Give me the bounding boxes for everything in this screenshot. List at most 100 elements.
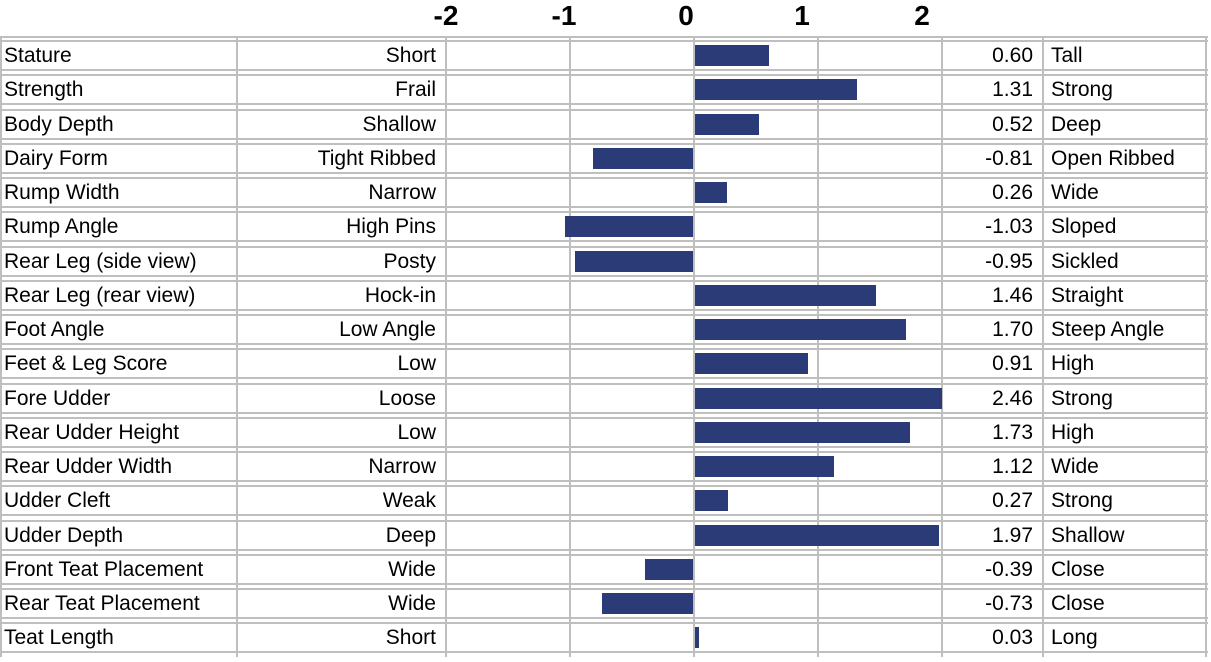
sta-value: 0.27 (992, 489, 1033, 513)
table-row: Rear Teat Placement Wide -0.73 Close (0, 588, 1208, 619)
sta-value: -1.03 (985, 215, 1033, 239)
high-descriptor-label: Long (1051, 626, 1098, 650)
low-descriptor-label: Posty (383, 249, 436, 273)
trait-name-label: Fore Udder (4, 386, 111, 410)
trait-rows: Stature Short 0.60 Tall Strength Frail 1… (0, 40, 1208, 654)
sta-bar (695, 319, 906, 340)
sta-value: 1.73 (992, 420, 1033, 444)
table-row: Fore Udder Loose 2.46 Strong (0, 382, 1208, 414)
high-descriptor-label: Open Ribbed (1051, 146, 1175, 170)
sta-bar (695, 490, 729, 512)
sta-bar (592, 147, 693, 169)
table-row: Front Teat Placement Wide -0.39 Close (0, 553, 1208, 585)
table-row: Rump Angle High Pins -1.03 Sloped (0, 211, 1208, 243)
high-descriptor-label: Wide (1051, 455, 1099, 478)
table-row: Feet & Leg Score Low 0.91 High (0, 348, 1208, 380)
sta-value: 1.12 (992, 455, 1033, 478)
sta-value: 0.26 (992, 181, 1033, 204)
sta-value: 1.97 (992, 523, 1033, 547)
high-descriptor-label: Tall (1051, 44, 1083, 67)
sta-bar (695, 45, 770, 66)
trait-name-label: Strength (4, 78, 84, 102)
table-row: Stature Short 0.60 Tall (0, 40, 1208, 71)
sta-bar (695, 627, 699, 649)
axis-gridline (817, 36, 819, 657)
sta-bar (695, 421, 910, 443)
high-descriptor-label: Strong (1051, 489, 1113, 513)
sta-value: 0.60 (992, 44, 1033, 67)
trait-name-label: Rear Leg (rear view) (4, 283, 196, 307)
high-descriptor-label: Shallow (1051, 523, 1125, 547)
axis-tick-label: 2 (914, 0, 930, 31)
table-row: Rear Leg (rear view) Hock-in 1.46 Straig… (0, 279, 1208, 311)
high-descriptor-label: High (1051, 420, 1095, 444)
sta-bar (695, 524, 940, 546)
table-row: Rear Leg (side view) Posty -0.95 Sickled (0, 245, 1208, 277)
trait-name-label: Rump Width (4, 181, 120, 204)
high-descriptor-label: Sickled (1051, 249, 1119, 273)
low-descriptor-label: Wide (388, 592, 436, 615)
sta-bar (565, 216, 693, 238)
trait-name-label: Front Teat Placement (4, 557, 204, 581)
sta-value: -0.95 (985, 249, 1033, 273)
trait-name-label: Rear Leg (side view) (4, 249, 197, 273)
table-row: Dairy Form Tight Ribbed -0.81 Open Ribbe… (0, 142, 1208, 174)
low-descriptor-label: Narrow (368, 455, 436, 478)
table-left-border (0, 36, 2, 657)
high-descriptor-label: Close (1051, 557, 1105, 581)
high-descriptor-label: Deep (1051, 112, 1102, 136)
low-descriptor-label: Hock-in (364, 283, 436, 307)
high-descriptor-label: Close (1051, 592, 1105, 615)
axis-gridline (569, 36, 571, 657)
low-descriptor-label: Loose (378, 386, 436, 410)
low-descriptor-label: Low (397, 420, 436, 444)
sta-bar (695, 113, 760, 135)
sta-bar (695, 182, 728, 203)
table-row: Udder Depth Deep 1.97 Shallow (0, 519, 1208, 551)
axis-tick-label: -1 (551, 0, 577, 31)
high-descriptor-label: Steep Angle (1051, 318, 1165, 341)
sta-value: 0.03 (992, 626, 1033, 650)
low-descriptor-label: Wide (388, 557, 436, 581)
sta-bar (695, 387, 942, 409)
low-descriptor-label: Narrow (368, 181, 436, 204)
trait-name-label: Stature (4, 44, 72, 67)
sta-value: -0.39 (985, 557, 1033, 581)
sta-bar (575, 250, 693, 272)
table-row: Strength Frail 1.31 Strong (0, 74, 1208, 106)
axis-tick-label: -2 (433, 0, 459, 31)
low-descriptor-label: High Pins (346, 215, 436, 239)
table-row: Rump Width Narrow 0.26 Wide (0, 177, 1208, 208)
high-descriptor-label: High (1051, 352, 1095, 376)
trait-name-label: Rear Udder Height (4, 420, 180, 444)
table-top-border (0, 36, 1208, 38)
column-divider (1042, 36, 1044, 657)
trait-name-label: Udder Depth (4, 523, 124, 547)
sta-value: 1.31 (992, 78, 1033, 102)
sta-bar (695, 79, 858, 101)
table-row: Rear Udder Height Low 1.73 High (0, 416, 1208, 448)
table-right-border (1205, 36, 1207, 657)
trait-name-label: Feet & Leg Score (4, 352, 168, 376)
trait-name-label: Teat Length (4, 626, 114, 650)
high-descriptor-label: Strong (1051, 386, 1113, 410)
low-descriptor-label: Frail (395, 78, 436, 102)
low-descriptor-label: Short (385, 44, 436, 67)
trait-name-label: Dairy Form (4, 146, 108, 170)
low-descriptor-label: Deep (385, 523, 436, 547)
sta-bar (644, 558, 693, 580)
axis-gridline (445, 36, 447, 657)
table-row: Rear Udder Width Narrow 1.12 Wide (0, 451, 1208, 482)
trait-name-label: Udder Cleft (4, 489, 111, 513)
table-row: Foot Angle Low Angle 1.70 Steep Angle (0, 314, 1208, 345)
table-row: Udder Cleft Weak 0.27 Strong (0, 485, 1208, 517)
low-descriptor-label: Tight Ribbed (317, 146, 436, 170)
sta-bar (602, 593, 693, 614)
sta-bar (695, 284, 877, 306)
trait-name-label: Rump Angle (4, 215, 119, 239)
sta-value: 2.46 (992, 386, 1033, 410)
trait-name-label: Rear Teat Placement (4, 592, 200, 615)
high-descriptor-label: Straight (1051, 283, 1124, 307)
sta-value: -0.81 (985, 146, 1033, 170)
